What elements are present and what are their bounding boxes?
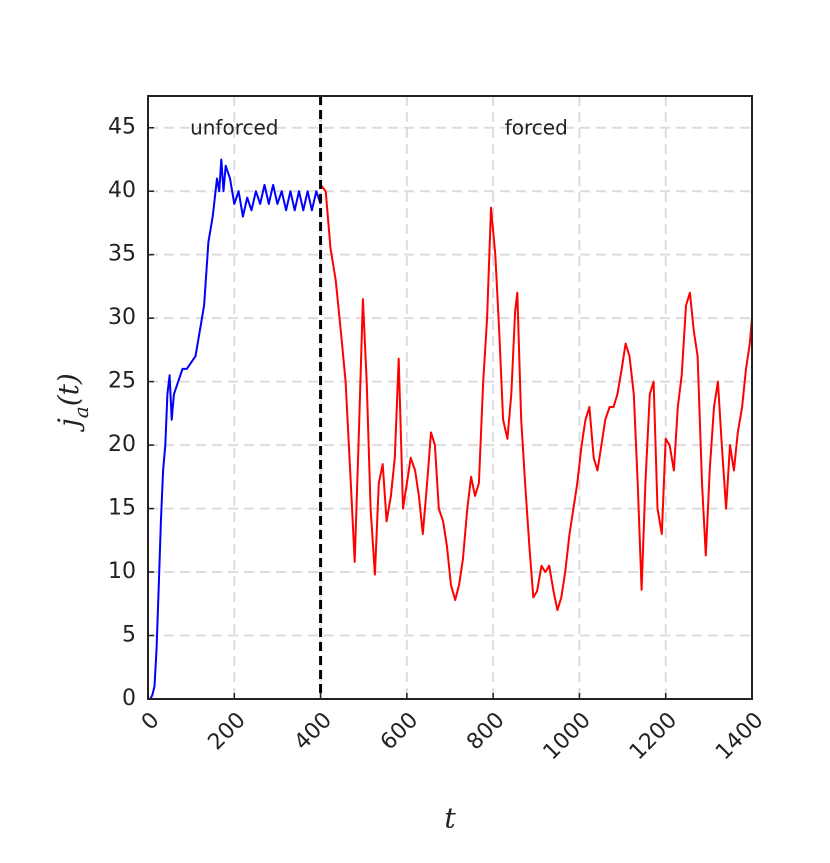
x-tick-label: 1000 [539,708,596,765]
y-tick-label: 20 [108,432,136,457]
y-tick-label: 30 [108,305,136,330]
y-tick-label: 15 [108,496,136,521]
series-line [319,184,753,612]
annotation: forced [505,116,568,140]
x-tick-label: 400 [290,708,337,755]
y-tick-label: 25 [108,369,136,394]
y-tick-label: 45 [108,115,136,140]
y-label-tail: (t) [52,373,85,406]
y-tick-label: 10 [108,559,136,584]
x-tick-label: 0 [137,708,165,736]
y-tick-label: 40 [108,178,136,203]
x-tick-label: 800 [462,708,509,755]
x-tick-label: 1400 [711,708,768,765]
annotation: unforced [190,116,278,140]
x-axis-label: t [444,802,456,835]
x-tick-label: 1200 [625,708,682,765]
series-line [148,158,322,700]
y-tick-label: 35 [108,242,136,267]
y-tick-label: 0 [122,686,136,711]
y-tick-label: 5 [122,623,136,648]
x-tick-label: 200 [203,708,250,755]
y-label-base: j [52,418,85,433]
x-tick-label: 600 [376,708,423,755]
plot-frame [147,95,753,700]
y-axis-label: ja(t) [52,373,93,433]
y-label-sub: a [69,406,93,418]
